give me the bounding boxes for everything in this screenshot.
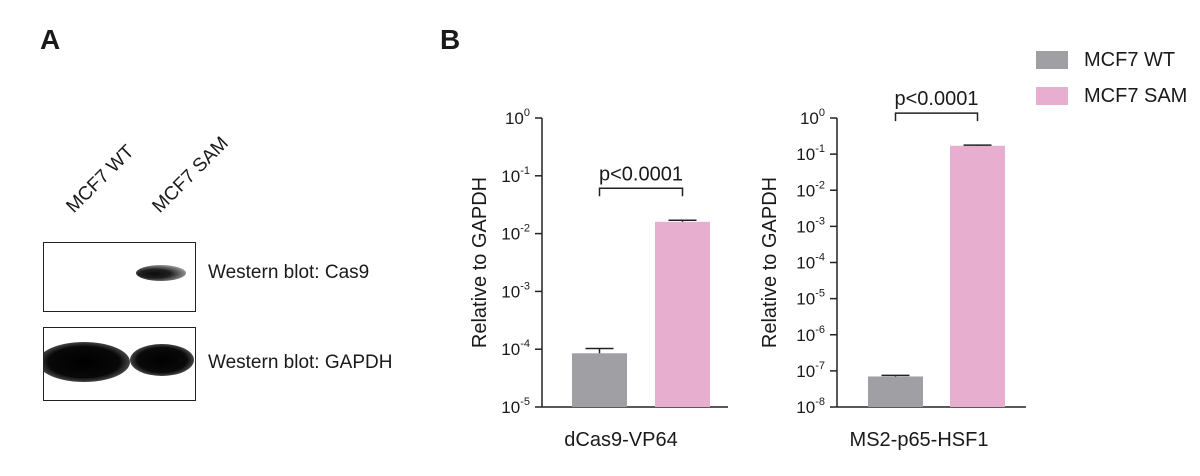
legend-swatch-mcf7-sam: [1036, 87, 1068, 105]
panel-a-letter: A: [40, 24, 61, 55]
p-value-label: p<0.0001: [599, 163, 683, 185]
blot-label-gapdh: Western blot: GAPDH: [208, 352, 393, 373]
y-tick-label: 10-5: [501, 396, 530, 417]
blot-label-cas9: Western blot: Cas9: [208, 262, 370, 283]
chart-ms2-p65-hsf1: 100 10-1 10-2 10-3 10-4 10-5 10-6 10-7 10-8 p<0.0…: [759, 88, 1026, 451]
legend-label-mcf7-sam: MCF7 SAM: [1084, 84, 1188, 107]
x-axis-label: dCas9-VP64: [564, 429, 677, 451]
band-gapdh-wt: [44, 342, 130, 382]
legend-swatch-mcf7-wt: [1036, 51, 1068, 69]
y-tick-label: 10-2: [796, 179, 825, 200]
y-axis-label: Relative to GAPDH: [759, 177, 781, 348]
band-cas9-sam: [136, 265, 186, 281]
y-tick-label: 10-3: [501, 280, 530, 301]
y-tick-label: 10-6: [796, 324, 825, 345]
bar-mcf7-wt: [572, 353, 627, 407]
y-tick-label: 100: [505, 107, 530, 128]
y-tick-label: 10-1: [796, 143, 825, 164]
significance-bracket: [894, 112, 979, 122]
y-tick-label: 10-8: [796, 396, 825, 417]
band-gapdh-sam: [130, 344, 194, 376]
legend: MCF7 WT MCF7 SAM: [1036, 42, 1187, 114]
legend-label-mcf7-wt: MCF7 WT: [1084, 48, 1176, 71]
lane-label-mcf7-wt: MCF7 WT: [62, 141, 139, 218]
y-tick-label: 10-4: [501, 338, 530, 359]
y-tick-label: 10-3: [796, 215, 825, 236]
y-tick-label: 10-2: [501, 223, 530, 244]
y-tick-label: 10-7: [796, 360, 825, 381]
chart-dcas9-vp64: 100 10-1 10-2 10-3 10-4 10-5 p<0.0001 dCas9-VP6…: [469, 107, 728, 451]
y-axis-label: Relative to GAPDH: [469, 177, 491, 348]
panel-b-letter: B: [440, 24, 461, 55]
y-tick-label: 10-4: [796, 252, 825, 273]
x-axis-label: MS2-p65-HSF1: [850, 429, 989, 451]
y-tick-label: 10-1: [501, 165, 530, 186]
blot-cas9: [43, 242, 196, 312]
y-tick-label: 100: [800, 107, 825, 128]
significance-bracket: [598, 187, 684, 197]
bar-mcf7-sam: [950, 145, 1005, 407]
legend-item-mcf7-sam: MCF7 SAM: [1036, 78, 1187, 114]
legend-item-mcf7-wt: MCF7 WT: [1036, 42, 1187, 78]
bar-mcf7-sam: [655, 221, 710, 407]
blot-gapdh: [43, 327, 196, 401]
p-value-label: p<0.0001: [895, 88, 979, 110]
lane-label-mcf7-sam: MCF7 SAM: [148, 133, 233, 218]
y-tick-label: 10-5: [796, 288, 825, 309]
bar-mcf7-wt: [868, 376, 923, 407]
